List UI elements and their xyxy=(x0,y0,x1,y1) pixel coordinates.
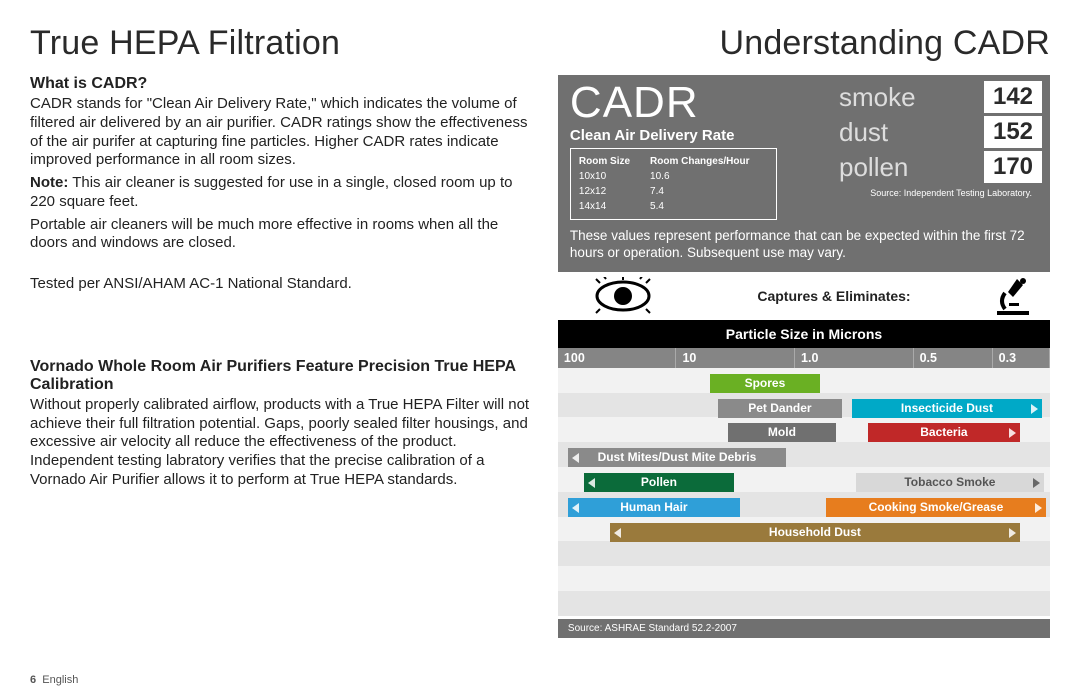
rating-label-smoke: smoke xyxy=(835,82,984,113)
para-calibration: Without properly calibrated airflow, pro… xyxy=(30,396,534,490)
scale-tick: 1.0 xyxy=(795,348,914,368)
microscope-icon xyxy=(980,275,1050,317)
title-right: Understanding CADR xyxy=(719,24,1050,63)
particle-size-header: Particle Size in Microns xyxy=(558,320,1050,348)
cadr-title: CADR xyxy=(570,81,823,125)
particle-bar: Spores xyxy=(710,374,820,393)
particle-bar: Human Hair xyxy=(568,498,740,517)
title-left: True HEPA Filtration xyxy=(30,24,340,63)
rating-label-pollen: pollen xyxy=(835,152,984,183)
rating-value-dust: 152 xyxy=(984,116,1042,148)
scale-tick: 10 xyxy=(676,348,795,368)
page-footer: 6 English xyxy=(30,674,78,686)
rating-value-smoke: 142 xyxy=(984,81,1042,113)
particle-bar: Cooking Smoke/Grease xyxy=(826,498,1046,517)
left-column: What is CADR? CADR stands for "Clean Air… xyxy=(30,75,534,638)
particle-bar: Dust Mites/Dust Mite Debris xyxy=(568,448,786,467)
heading-calibration: Vornado Whole Room Air Purifiers Feature… xyxy=(30,358,534,394)
rating-label-dust: dust xyxy=(835,117,984,148)
source-ashrae: Source: ASHRAE Standard 52.2-2007 xyxy=(558,619,1050,638)
particle-bar: Pollen xyxy=(584,473,734,492)
captures-row: Captures & Eliminates: xyxy=(558,272,1050,320)
para-closed-room: Portable air cleaners will be much more … xyxy=(30,216,534,254)
heading-what-is-cadr: What is CADR? xyxy=(30,75,534,93)
cadr-subtitle: Clean Air Delivery Rate xyxy=(570,127,823,144)
ratings-box: smoke142 dust152 pollen170 Source: Indep… xyxy=(835,75,1050,224)
eye-icon xyxy=(558,277,688,315)
panel-note: These values represent performance that … xyxy=(558,224,1050,272)
particle-bar: Household Dust xyxy=(610,523,1020,542)
rating-value-pollen: 170 xyxy=(984,151,1042,183)
particle-bar: Bacteria xyxy=(868,423,1020,442)
particle-chart: 100101.00.50.3 Spores Pet Dander Insectici… xyxy=(558,348,1050,638)
para-note: Note: This air cleaner is suggested for … xyxy=(30,174,534,212)
right-column: CADR Clean Air Delivery Rate Room SizeRo… xyxy=(558,75,1050,638)
scale-tick: 100 xyxy=(558,348,677,368)
particle-bar: Tobacco Smoke xyxy=(856,473,1044,492)
scale-tick: 0.5 xyxy=(914,348,993,368)
scale-tick: 0.3 xyxy=(993,348,1050,368)
cadr-panel: CADR Clean Air Delivery Rate Room SizeRo… xyxy=(558,75,1050,638)
para-standard: Tested per ANSI/AHAM AC-1 National Stand… xyxy=(30,275,534,294)
particle-bar: Insecticide Dust xyxy=(852,399,1042,418)
room-size-table: Room SizeRoom Changes/Hour 10x1010.6 12x… xyxy=(570,148,777,220)
para-cadr-def: CADR stands for "Clean Air Delivery Rate… xyxy=(30,95,534,170)
particle-bar: Pet Dander xyxy=(718,399,842,418)
particle-bar: Mold xyxy=(728,423,836,442)
captures-label: Captures & Eliminates: xyxy=(688,288,980,304)
source-testing-lab: Source: Independent Testing Laboratory. xyxy=(835,186,1042,198)
